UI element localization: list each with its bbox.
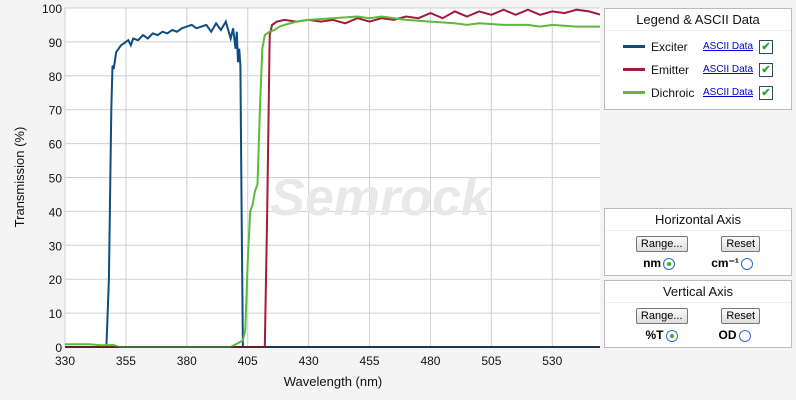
vertical-axis-panel: Vertical Axis Range... Reset %T OD [604, 280, 792, 348]
x-tick-label: 355 [116, 354, 136, 368]
y-axis-label: Transmission (%) [12, 127, 27, 228]
y-tick-label: 80 [49, 70, 63, 84]
x-tick-label: 505 [481, 354, 501, 368]
vertical-axis-title: Vertical Axis [605, 281, 791, 303]
percent-t-label: %T [645, 328, 664, 342]
nm-option[interactable]: nm [643, 256, 676, 270]
y-tick-label: 90 [49, 36, 63, 50]
semrock-watermark: Semrock [270, 169, 493, 227]
exciter-ascii-link[interactable]: ASCII Data [703, 41, 754, 52]
x-tick-label: 330 [55, 354, 75, 368]
nm-radio[interactable] [663, 257, 676, 270]
y-tick-label: 30 [49, 239, 63, 253]
horizontal-axis-title: Horizontal Axis [605, 209, 791, 231]
od-option[interactable]: OD [719, 328, 751, 342]
legend-panel: Legend & ASCII Data Exciter ASCII Data ✔ E… [604, 8, 792, 110]
x-tick-label: 480 [420, 354, 440, 368]
x-axis-label: Wavelength (nm) [284, 374, 383, 389]
horizontal-axis-panel: Horizontal Axis Range... Reset nm cm⁻¹ [604, 208, 792, 276]
cm-option[interactable]: cm⁻¹ [711, 256, 753, 270]
legend-item-dichroic: Dichroic ASCII Data ✔ [605, 81, 791, 104]
y-tick-label: 70 [49, 104, 63, 118]
x-tick-label: 405 [238, 354, 258, 368]
cm-radio[interactable] [740, 257, 753, 270]
y-tick-label: 50 [49, 172, 63, 186]
legend-title: Legend & ASCII Data [605, 9, 791, 31]
legend-label: Emitter [651, 62, 690, 77]
transmission-chart: 330 355 380 405 430 455 480 505 530 0 10 20 30 40 50 60… [12, 2, 600, 389]
y-tick-label: 40 [49, 205, 63, 219]
x-tick-label: 430 [299, 354, 319, 368]
emitter-ascii-link[interactable]: ASCII Data [703, 64, 754, 75]
vertical-range-button[interactable]: Range... [635, 308, 688, 324]
y-tick-label: 100 [42, 2, 62, 16]
percent-t-radio[interactable] [665, 329, 678, 342]
exciter-swatch [623, 45, 645, 48]
exciter-checkbox[interactable]: ✔ [759, 39, 774, 54]
od-radio[interactable] [738, 329, 751, 342]
legend-label: Dichroic [651, 85, 695, 100]
vertical-reset-button[interactable]: Reset [721, 308, 761, 324]
emitter-checkbox[interactable]: ✔ [759, 62, 774, 77]
series-exciter [65, 19, 600, 348]
y-tick-label: 10 [49, 307, 63, 321]
y-tick-label: 0 [55, 341, 62, 355]
horizontal-reset-button[interactable]: Reset [721, 236, 761, 252]
series-dichroic [65, 15, 600, 348]
y-tick-label: 60 [49, 138, 63, 152]
x-tick-label: 380 [177, 354, 197, 368]
horizontal-range-button[interactable]: Range... [635, 236, 688, 252]
dichroic-ascii-link[interactable]: ASCII Data [703, 87, 754, 98]
nm-label: nm [643, 256, 662, 270]
x-tick-label: 455 [360, 354, 380, 368]
cm-label: cm⁻¹ [711, 256, 739, 270]
emitter-swatch [623, 68, 645, 71]
od-label: OD [718, 328, 737, 342]
dichroic-swatch [623, 91, 645, 94]
percent-t-option[interactable]: %T [646, 328, 678, 342]
dichroic-checkbox[interactable]: ✔ [759, 85, 774, 100]
series-emitter [65, 8, 600, 348]
x-tick-label: 530 [542, 354, 562, 368]
legend-label: Exciter [651, 39, 688, 54]
y-tick-label: 20 [49, 273, 63, 287]
legend-item-emitter: Emitter ASCII Data ✔ [605, 58, 791, 81]
legend-item-exciter: Exciter ASCII Data ✔ [605, 35, 791, 58]
